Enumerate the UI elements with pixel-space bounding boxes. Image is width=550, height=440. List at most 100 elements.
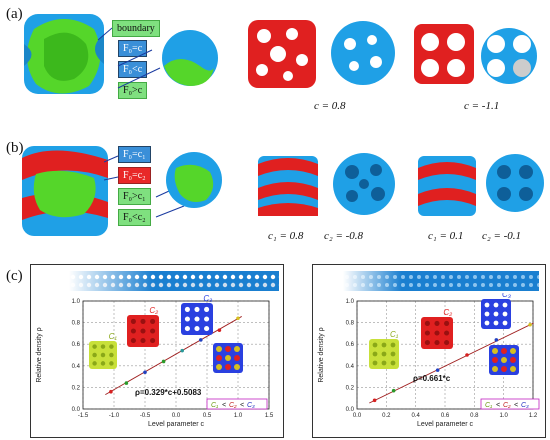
panel-c-label: (c) — [6, 268, 23, 284]
ordering-token: C₂ — [503, 402, 511, 409]
y-tick-label: 0.8 — [72, 321, 81, 327]
chart-right: 0.0 0.2 0.4 0.6 0.8 1.0 1.2 0.0 0.2 0.4 0.6 0.8 1.0 L… — [318, 293, 540, 428]
inset-hole — [130, 328, 136, 334]
panel-a-label: (a) — [6, 6, 23, 22]
data-point — [143, 370, 147, 375]
data-point — [391, 388, 396, 393]
inset-hole — [493, 302, 499, 308]
composite-blob — [492, 348, 498, 354]
inset-hole — [100, 344, 106, 349]
box-f0-gt-c: F₀>c — [118, 82, 148, 99]
composite-blob — [510, 366, 516, 372]
inset-hole — [381, 360, 387, 366]
composite-blob — [225, 355, 231, 361]
x-tick-label: 0.4 — [411, 413, 420, 419]
panel-a-gyroid-boundary — [24, 14, 104, 94]
inset-hole — [130, 338, 136, 344]
data-point — [109, 389, 113, 394]
inset-label-c3: C₃ — [502, 293, 511, 299]
plot-area — [356, 300, 534, 410]
fit-equation: ρ=0.329*c+0.5083 — [135, 388, 202, 397]
chart-left-frame: -1.5 -1.0 -0.5 0.0 0.5 1.0 1.5 0.0 0.2 0.4 0.6 0.8 1… — [30, 264, 284, 438]
inset-hole — [92, 352, 97, 358]
data-point — [180, 348, 184, 353]
panel-b-label: (b) — [6, 140, 24, 156]
inset-hole — [109, 352, 114, 358]
x-tick-label: -1.0 — [109, 413, 120, 419]
inset-hole — [92, 361, 97, 366]
ordering-token: < — [514, 402, 518, 409]
inset-hole — [204, 326, 210, 332]
inset-hole — [109, 361, 114, 366]
inset-hole — [100, 352, 106, 358]
ordering-box — [206, 398, 268, 410]
box-f0-gt-c1: F₀>c₁ — [118, 188, 151, 205]
y-tick-label: 0.0 — [346, 407, 355, 413]
y-tick-label: 1.0 — [72, 299, 81, 305]
composite-blob — [225, 364, 231, 370]
panel-a-sphere — [162, 30, 218, 86]
composite-blob — [225, 346, 231, 352]
inset-hole — [484, 320, 490, 326]
composite-blob — [234, 355, 240, 361]
data-point — [494, 338, 499, 342]
caption-a-left: c = 0.8 — [314, 100, 346, 112]
x-tick-label: 0.8 — [470, 413, 479, 419]
data-point — [372, 398, 377, 403]
inset-hole — [130, 318, 136, 324]
inset-hole — [502, 311, 508, 317]
inset-hole — [502, 320, 508, 326]
chart-left-beam — [69, 271, 279, 291]
data-point — [465, 353, 469, 357]
panel-a-arrows — [97, 27, 161, 89]
panel-b-sphere — [166, 152, 222, 208]
composite-blob — [492, 366, 498, 372]
composite-blob — [501, 357, 507, 363]
y-tick-label: 0.4 — [72, 364, 81, 370]
composite-blob — [510, 357, 516, 363]
fit-equation: ρ=0.661*c — [413, 374, 451, 383]
inset-hole — [381, 342, 387, 348]
inset-hole — [390, 351, 396, 357]
ordering-token: < — [240, 402, 244, 409]
inset-hole — [204, 306, 210, 312]
fit-line — [369, 322, 534, 404]
data-point — [161, 359, 166, 364]
inset-hole — [424, 340, 430, 346]
panel-a-red-lattice-2 — [414, 24, 474, 84]
inset-hole — [194, 316, 200, 322]
inset-composite-cube — [489, 345, 519, 375]
inset-hole — [493, 311, 499, 317]
y-tick-label: 0.2 — [72, 385, 81, 391]
panel-b-red-blue-cube-1 — [258, 156, 318, 216]
caption-a-right: c = -1.1 — [464, 100, 500, 112]
chart-right-frame: 0.0 0.2 0.4 0.6 0.8 1.0 1.2 0.0 0.2 0.4 0.6 0.8 1.0 L… — [312, 264, 546, 438]
composite-blob — [501, 348, 507, 354]
plot-area — [82, 300, 270, 410]
inset-hole — [372, 351, 378, 357]
panel-a-blue-lattice — [481, 28, 537, 84]
composite-blob — [492, 357, 498, 363]
composite-blob — [234, 346, 240, 352]
x-tick-label: 0.2 — [382, 413, 391, 419]
y-tick-label: 1.0 — [346, 299, 355, 305]
inset-hole — [184, 316, 190, 322]
inset-hole — [184, 326, 190, 332]
x-axis-label: Level parameter c — [417, 421, 474, 428]
data-point — [528, 322, 532, 327]
inset-lattice-2 — [421, 317, 453, 349]
box-f0-eq-c1: F₀=c₁ — [118, 146, 151, 163]
ordering-token: < — [222, 402, 226, 409]
data-point — [435, 368, 440, 372]
inset-hole — [184, 306, 190, 312]
inset-hole — [372, 342, 378, 348]
x-tick-label: 1.2 — [529, 413, 538, 419]
box-f0-eq-c: F₀=c — [118, 40, 148, 57]
inset-hole — [140, 328, 146, 334]
inset-hole — [424, 320, 430, 326]
data-point — [199, 338, 203, 342]
composite-blob — [216, 355, 222, 361]
composite-blob — [501, 366, 507, 372]
x-tick-label: 0.5 — [203, 413, 212, 419]
inset-hole — [100, 361, 106, 366]
